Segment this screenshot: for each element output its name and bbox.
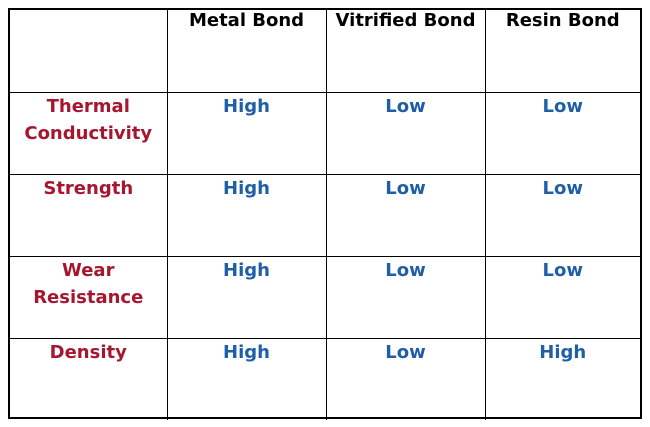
row-label-thermal-conductivity: Thermal Conductivity (10, 91, 168, 175)
table-row: Density High Low High (10, 337, 640, 420)
table-row: Strength High Low Low (10, 173, 640, 257)
value-cell: High (166, 173, 327, 257)
value-cell: Low (484, 91, 640, 175)
corner-cell (10, 10, 168, 93)
value-cell: Low (484, 255, 640, 339)
row-label-line: Wear (62, 259, 115, 281)
row-label-line: Strength (43, 177, 134, 199)
column-header-resin-bond: Resin Bond (484, 10, 640, 93)
header-row: Metal Bond Vitrified Bond Resin Bond (10, 10, 640, 93)
value-cell: Low (484, 173, 640, 257)
value-cell: Low (325, 173, 486, 257)
table-row: Thermal Conductivity High Low Low (10, 91, 640, 175)
value-cell: High (166, 255, 327, 339)
row-label-line: Conductivity (24, 122, 153, 144)
row-label-strength: Strength (10, 173, 168, 257)
bond-comparison-table: Metal Bond Vitrified Bond Resin Bond The… (10, 10, 640, 420)
comparison-table-frame: Metal Bond Vitrified Bond Resin Bond The… (8, 8, 642, 420)
table-row: Wear Resistance High Low Low (10, 255, 640, 339)
value-cell: High (166, 337, 327, 420)
value-cell: Low (325, 255, 486, 339)
value-cell: High (484, 337, 640, 420)
value-cell: High (166, 91, 327, 175)
column-header-metal-bond: Metal Bond (166, 10, 327, 93)
row-label-density: Density (10, 337, 168, 420)
column-header-vitrified-bond: Vitrified Bond (325, 10, 486, 93)
value-cell: Low (325, 91, 486, 175)
row-label-line: Density (49, 341, 127, 363)
row-label-line: Resistance (33, 286, 144, 308)
row-label-wear-resistance: Wear Resistance (10, 255, 168, 339)
row-label-line: Thermal (46, 95, 130, 117)
value-cell: Low (325, 337, 486, 420)
